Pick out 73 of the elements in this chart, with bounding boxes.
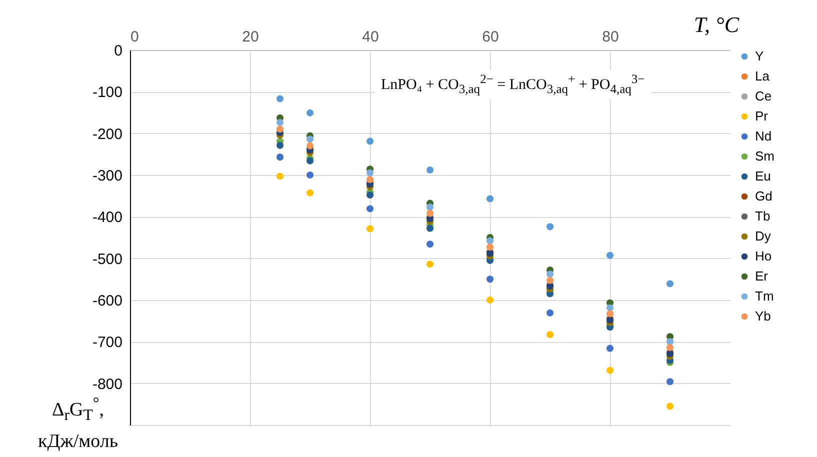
point bbox=[366, 176, 374, 184]
point bbox=[606, 304, 614, 312]
y-tick-label: -200 bbox=[92, 126, 122, 143]
point bbox=[666, 344, 674, 352]
point bbox=[546, 331, 554, 338]
x-tick-label: 0 bbox=[130, 28, 139, 46]
point bbox=[546, 223, 554, 230]
point bbox=[546, 270, 554, 278]
point bbox=[276, 154, 284, 161]
point bbox=[366, 169, 374, 176]
point bbox=[366, 191, 374, 199]
legend-label: Ho bbox=[755, 248, 772, 264]
legend-label: Yb bbox=[755, 308, 771, 324]
y-tick-label: -500 bbox=[92, 250, 122, 268]
y-tick-label: -100 bbox=[92, 84, 122, 102]
x-tick-label: 20 bbox=[242, 28, 259, 46]
x-tick-label: 80 bbox=[602, 28, 619, 46]
legend-label: Gd bbox=[755, 188, 772, 204]
point bbox=[366, 225, 374, 232]
x-axis-title: T, °C bbox=[694, 12, 739, 38]
y-tick-label: -300 bbox=[92, 168, 122, 184]
point bbox=[366, 138, 374, 145]
point bbox=[606, 252, 614, 259]
legend-label: Pr bbox=[755, 108, 769, 124]
legend-label: La bbox=[755, 68, 770, 84]
legend-label: Eu bbox=[755, 168, 771, 184]
legend-label: Er bbox=[755, 268, 769, 284]
point bbox=[426, 204, 434, 211]
point bbox=[426, 224, 434, 232]
point bbox=[306, 171, 314, 179]
y-tick-label: -600 bbox=[92, 292, 122, 310]
point bbox=[606, 366, 614, 374]
y-tick-label: -700 bbox=[92, 334, 122, 352]
legend-label: Sm bbox=[755, 148, 774, 164]
x-tick-label: 60 bbox=[482, 28, 499, 46]
point bbox=[426, 210, 434, 217]
point bbox=[426, 260, 434, 268]
point bbox=[486, 276, 494, 283]
legend-label: Nd bbox=[755, 128, 772, 144]
point bbox=[486, 237, 494, 244]
x-tick-label: 40 bbox=[362, 28, 379, 46]
point bbox=[276, 172, 284, 180]
point bbox=[276, 118, 284, 126]
point bbox=[486, 244, 494, 251]
y-tick-label: 0 bbox=[114, 42, 122, 60]
legend-label: Tm bbox=[755, 288, 774, 304]
point bbox=[306, 109, 314, 116]
point bbox=[306, 189, 314, 196]
point bbox=[546, 276, 554, 284]
legend-label: Tb bbox=[755, 208, 770, 224]
point bbox=[276, 95, 284, 102]
point bbox=[486, 195, 494, 202]
point bbox=[426, 166, 434, 174]
y-tick-label: -400 bbox=[92, 209, 122, 226]
point bbox=[666, 402, 674, 410]
point bbox=[486, 296, 494, 304]
legend-label: Ce bbox=[755, 88, 772, 104]
point bbox=[276, 142, 284, 149]
point bbox=[306, 142, 314, 150]
point bbox=[666, 280, 674, 288]
legend-label: Y bbox=[755, 48, 764, 64]
point bbox=[606, 344, 614, 352]
point bbox=[426, 240, 434, 248]
point bbox=[366, 205, 374, 212]
point bbox=[306, 157, 314, 164]
legend-label: Dy bbox=[755, 228, 772, 244]
point bbox=[306, 136, 314, 143]
point bbox=[606, 310, 614, 318]
y-tick-label: -800 bbox=[92, 376, 122, 393]
point bbox=[546, 309, 554, 316]
y-axis-title: Δ$_{r}$G$_{T}$$^{°}$, кДж/моль bbox=[38, 394, 118, 454]
point bbox=[276, 126, 284, 133]
point bbox=[666, 378, 674, 386]
